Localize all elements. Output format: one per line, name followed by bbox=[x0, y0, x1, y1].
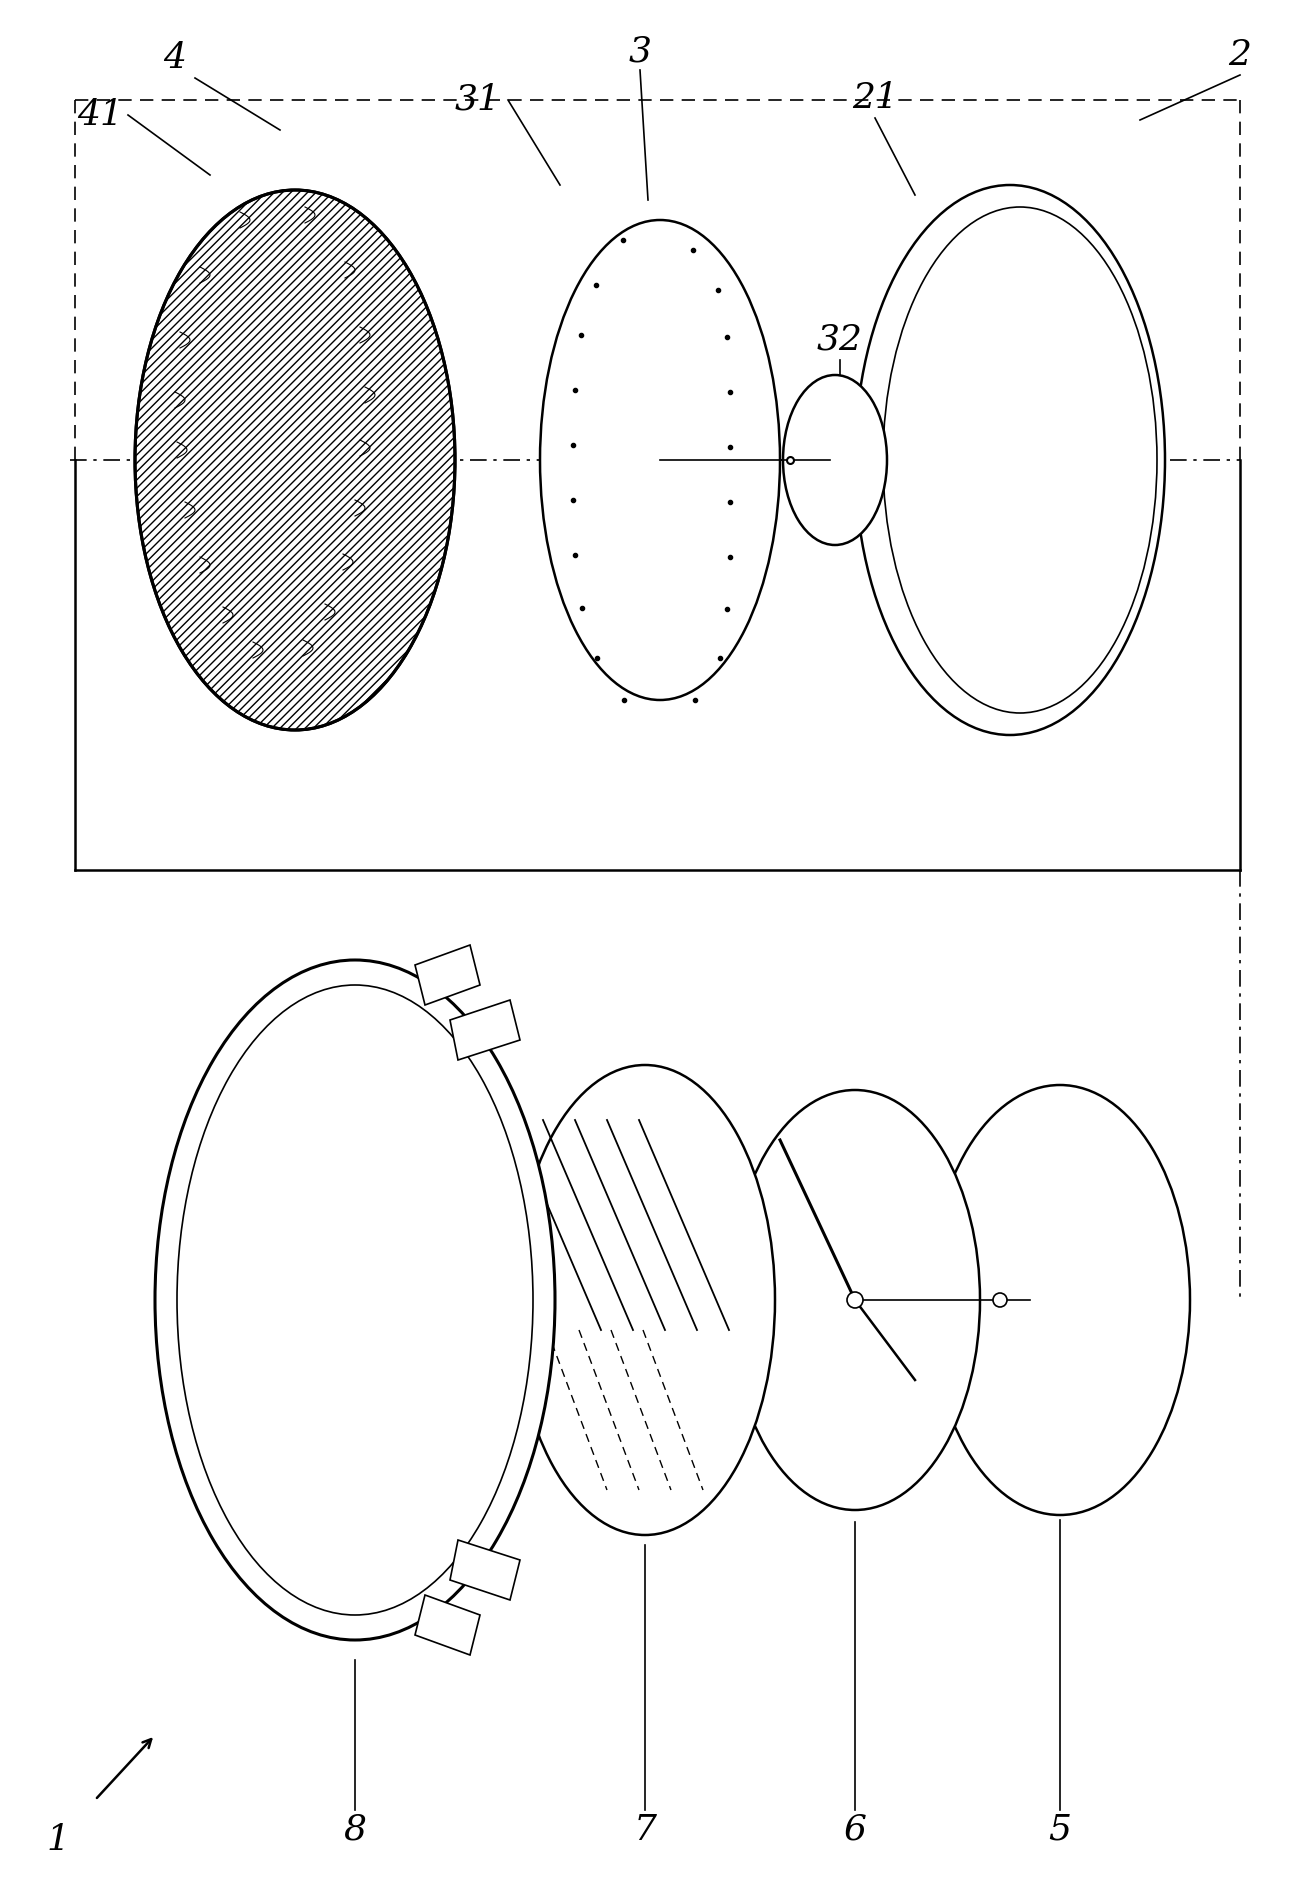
Text: 1: 1 bbox=[47, 1822, 69, 1856]
Ellipse shape bbox=[176, 984, 533, 1615]
Text: 41: 41 bbox=[77, 97, 123, 131]
Polygon shape bbox=[450, 1000, 520, 1061]
Text: 6: 6 bbox=[843, 1813, 867, 1847]
Ellipse shape bbox=[931, 1085, 1189, 1516]
Text: 8: 8 bbox=[344, 1813, 366, 1847]
Text: 32: 32 bbox=[817, 324, 863, 358]
Ellipse shape bbox=[540, 221, 780, 701]
Ellipse shape bbox=[847, 1293, 863, 1308]
Polygon shape bbox=[416, 1596, 480, 1655]
Ellipse shape bbox=[884, 208, 1157, 712]
Text: 7: 7 bbox=[634, 1813, 656, 1847]
Text: 2: 2 bbox=[1229, 38, 1252, 72]
Text: 3: 3 bbox=[629, 34, 651, 69]
Polygon shape bbox=[450, 1540, 520, 1599]
Ellipse shape bbox=[731, 1089, 980, 1510]
Text: 4: 4 bbox=[163, 42, 187, 74]
Ellipse shape bbox=[135, 190, 455, 729]
Text: 21: 21 bbox=[852, 82, 898, 114]
Polygon shape bbox=[416, 944, 480, 1005]
Text: 31: 31 bbox=[455, 84, 501, 116]
Ellipse shape bbox=[783, 375, 887, 545]
Ellipse shape bbox=[993, 1293, 1006, 1306]
Text: 5: 5 bbox=[1048, 1813, 1072, 1847]
Ellipse shape bbox=[156, 960, 555, 1639]
Ellipse shape bbox=[855, 185, 1165, 735]
Ellipse shape bbox=[515, 1064, 775, 1535]
